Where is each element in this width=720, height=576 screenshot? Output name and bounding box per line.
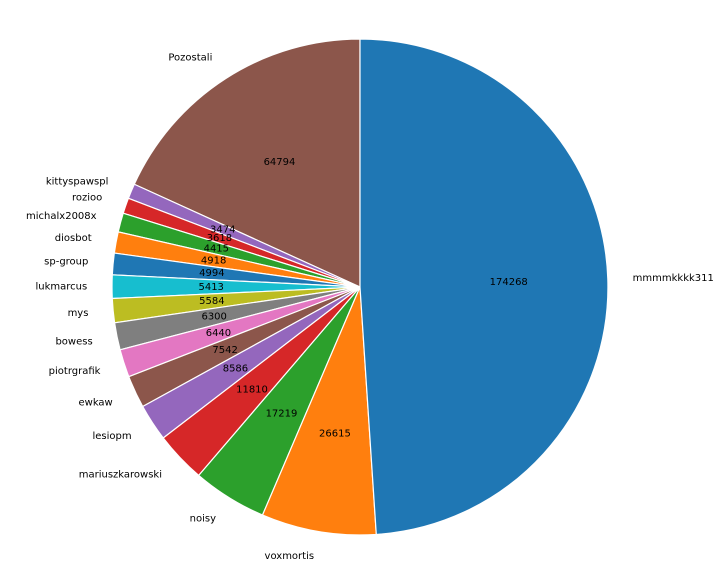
slice-label-pozostali: Pozostali	[168, 53, 212, 64]
slice-label-lesiopm: lesiopm	[92, 431, 131, 442]
slice-label-rozioo: rozioo	[72, 193, 102, 204]
slice-label-diosbot: diosbot	[55, 233, 92, 244]
slice-label-bowess: bowess	[55, 336, 92, 347]
slice-value-sp-group: 4994	[199, 268, 224, 279]
slice-value-mariuszkarowski: 11810	[236, 384, 268, 395]
slice-label-mariuszkarowski: mariuszkarowski	[79, 470, 162, 481]
slice-value-piotrgrafik: 6440	[206, 328, 231, 339]
slice-label-michalx2008x: michalx2008x	[26, 211, 97, 222]
slice-value-michalx2008x: 4415	[204, 243, 229, 254]
slice-label-voxmortis: voxmortis	[265, 551, 315, 562]
pie-slice-voxmortis	[261, 286, 377, 536]
slice-value-ewkaw: 7542	[212, 345, 237, 356]
slice-label-mys: mys	[68, 308, 89, 319]
slice-label-kittyspawspl: kittyspawspl	[46, 177, 109, 188]
slice-value-kittyspawspl: 3474	[210, 225, 235, 236]
slice-label-lukmarcus: lukmarcus	[35, 282, 87, 293]
pie-slices	[111, 38, 609, 536]
slice-label-noisy: noisy	[190, 514, 216, 525]
slice-value-diosbot: 4918	[201, 255, 226, 266]
pie-slice-mmmmkkkk311	[359, 38, 609, 536]
slice-label-piotrgrafik: piotrgrafik	[49, 366, 101, 377]
slice-label-sp-group: sp-group	[44, 257, 88, 268]
slice-value-bowess: 6300	[201, 312, 226, 323]
pie-slice-pozostali	[133, 38, 361, 288]
slice-value-noisy: 17219	[266, 408, 298, 419]
slice-value-pozostali: 64794	[264, 157, 296, 168]
slice-value-mmmmkkkk311: 174268	[490, 277, 528, 288]
slice-label-mmmmkkkk311: mmmmkkkk311	[633, 273, 714, 284]
pie-labels: Pozostali 64794 kittyspawspl 3474 rozioo 3618…	[26, 53, 714, 562]
slice-value-lukmarcus: 5413	[198, 282, 223, 293]
slice-value-mys: 5584	[199, 296, 224, 307]
slice-value-voxmortis: 26615	[319, 429, 351, 440]
slice-value-lesiopm: 8586	[223, 363, 248, 374]
slice-value-rozioo: 3618	[207, 233, 232, 244]
slice-label-ewkaw: ewkaw	[78, 397, 112, 408]
